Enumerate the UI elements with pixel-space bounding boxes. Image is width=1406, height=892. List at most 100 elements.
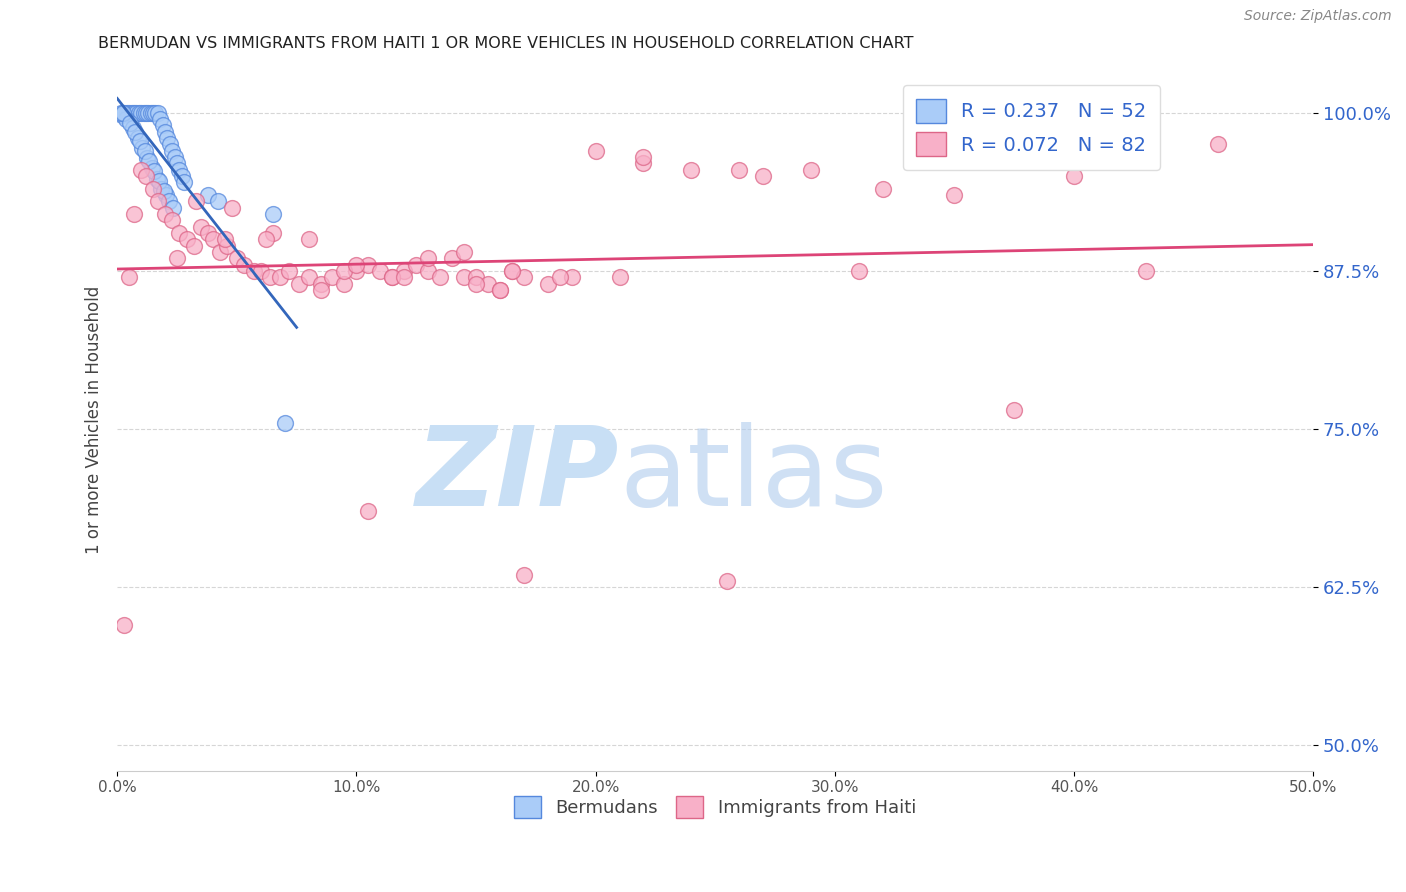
Point bbox=[233, 258, 256, 272]
Point bbox=[465, 270, 488, 285]
Point bbox=[441, 252, 464, 266]
Point bbox=[136, 152, 159, 166]
Point bbox=[114, 112, 136, 127]
Point bbox=[121, 120, 143, 135]
Point bbox=[297, 232, 319, 246]
Point bbox=[288, 277, 311, 291]
Point bbox=[169, 162, 191, 177]
Point bbox=[190, 219, 212, 234]
Point bbox=[548, 270, 571, 285]
Point bbox=[118, 105, 141, 120]
Point bbox=[633, 150, 655, 164]
Point bbox=[405, 258, 427, 272]
Point bbox=[124, 125, 146, 139]
Point bbox=[135, 169, 157, 183]
Point bbox=[155, 188, 177, 202]
Point bbox=[160, 213, 183, 227]
Point bbox=[127, 131, 149, 145]
Point bbox=[501, 264, 523, 278]
Point bbox=[221, 201, 243, 215]
Point bbox=[681, 162, 703, 177]
Point bbox=[418, 264, 440, 278]
Point bbox=[429, 270, 451, 285]
Point bbox=[489, 283, 512, 297]
Point bbox=[217, 238, 239, 252]
Point bbox=[111, 108, 134, 122]
Point bbox=[501, 264, 523, 278]
Point bbox=[728, 162, 751, 177]
Point bbox=[477, 277, 499, 291]
Point bbox=[139, 105, 162, 120]
Point bbox=[513, 270, 536, 285]
Point bbox=[394, 264, 416, 278]
Point bbox=[225, 252, 247, 266]
Point bbox=[633, 156, 655, 170]
Point bbox=[752, 169, 775, 183]
Point bbox=[159, 137, 181, 152]
Point bbox=[214, 232, 236, 246]
Point bbox=[394, 270, 416, 285]
Point bbox=[418, 252, 440, 266]
Point bbox=[872, 182, 894, 196]
Point bbox=[273, 416, 295, 430]
Point bbox=[333, 277, 356, 291]
Point bbox=[561, 270, 583, 285]
Point bbox=[800, 162, 823, 177]
Point bbox=[176, 232, 198, 246]
Point bbox=[269, 270, 291, 285]
Point bbox=[453, 270, 475, 285]
Point bbox=[537, 277, 560, 291]
Point bbox=[153, 184, 176, 198]
Point bbox=[489, 283, 512, 297]
Point bbox=[112, 105, 135, 120]
Point bbox=[333, 264, 356, 278]
Point bbox=[166, 156, 188, 170]
Point bbox=[145, 171, 167, 186]
Point bbox=[120, 116, 142, 130]
Point bbox=[943, 188, 966, 202]
Point bbox=[142, 182, 165, 196]
Point bbox=[513, 567, 536, 582]
Point bbox=[465, 277, 488, 291]
Point bbox=[145, 105, 167, 120]
Point bbox=[152, 119, 174, 133]
Point bbox=[162, 201, 184, 215]
Legend: Bermudans, Immigrants from Haiti: Bermudans, Immigrants from Haiti bbox=[508, 789, 924, 825]
Point bbox=[262, 226, 284, 240]
Point bbox=[118, 270, 141, 285]
Point bbox=[278, 264, 301, 278]
Point bbox=[149, 112, 172, 127]
Point bbox=[160, 144, 183, 158]
Point bbox=[381, 270, 404, 285]
Point bbox=[146, 194, 169, 209]
Point bbox=[357, 504, 380, 518]
Point bbox=[344, 258, 367, 272]
Point bbox=[609, 270, 631, 285]
Text: BERMUDAN VS IMMIGRANTS FROM HAITI 1 OR MORE VEHICLES IN HOUSEHOLD CORRELATION CH: BERMUDAN VS IMMIGRANTS FROM HAITI 1 OR M… bbox=[98, 36, 914, 51]
Point bbox=[136, 105, 159, 120]
Point bbox=[453, 244, 475, 259]
Point bbox=[249, 264, 271, 278]
Point bbox=[153, 207, 176, 221]
Point bbox=[163, 150, 186, 164]
Point bbox=[121, 105, 143, 120]
Point bbox=[1206, 137, 1229, 152]
Point bbox=[716, 574, 738, 588]
Point bbox=[142, 105, 165, 120]
Point bbox=[1002, 403, 1025, 417]
Text: atlas: atlas bbox=[620, 422, 889, 529]
Point bbox=[309, 283, 332, 297]
Point bbox=[153, 125, 176, 139]
Point bbox=[1063, 169, 1085, 183]
Point bbox=[381, 270, 404, 285]
Y-axis label: 1 or more Vehicles in Household: 1 or more Vehicles in Household bbox=[86, 285, 103, 554]
Point bbox=[110, 105, 132, 120]
Point bbox=[122, 207, 145, 221]
Point bbox=[344, 264, 367, 278]
Point bbox=[138, 153, 160, 168]
Point bbox=[125, 105, 148, 120]
Point bbox=[259, 270, 281, 285]
Point bbox=[1135, 264, 1157, 278]
Point bbox=[262, 207, 284, 221]
Point bbox=[112, 618, 135, 632]
